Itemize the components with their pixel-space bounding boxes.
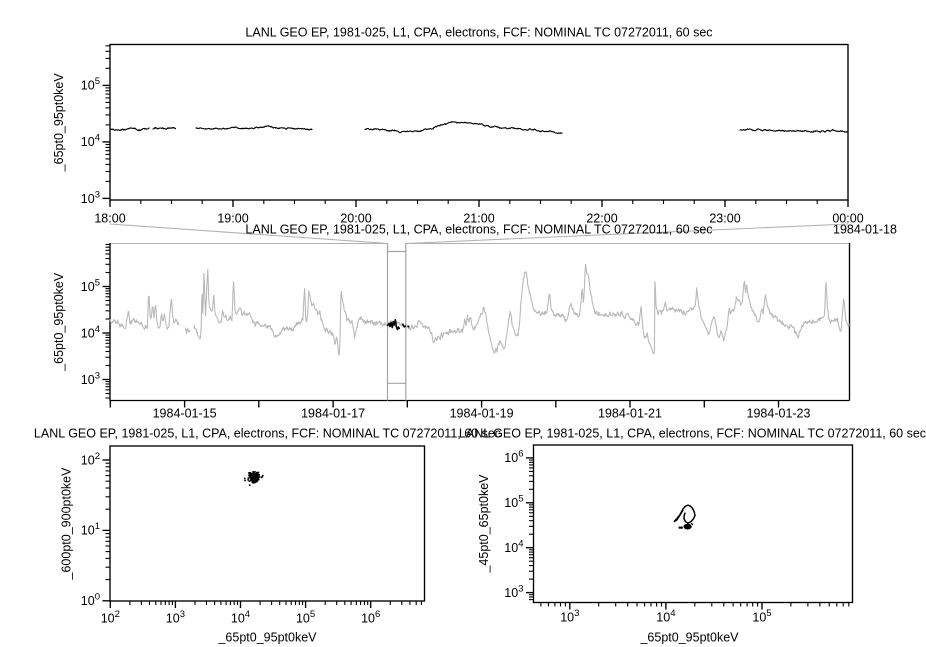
svg-text:LANL GEO EP, 1981-025, L1, CPA: LANL GEO EP, 1981-025, L1, CPA, electron…: [34, 426, 501, 440]
svg-text:1984-01-17: 1984-01-17: [301, 407, 365, 421]
svg-text:_65pt0_95pt0keV: _65pt0_95pt0keV: [52, 272, 66, 372]
svg-text:1984-01-15: 1984-01-15: [153, 407, 217, 421]
svg-text:1984-01-23: 1984-01-23: [747, 407, 811, 421]
svg-text:1984-01-19: 1984-01-19: [450, 407, 514, 421]
svg-text:21:00: 21:00: [463, 212, 494, 226]
svg-text:1984-01-18: 1984-01-18: [833, 223, 897, 237]
svg-text:_45pt0_65pt0keV: _45pt0_65pt0keV: [477, 474, 491, 574]
svg-text:18:00: 18:00: [94, 212, 125, 226]
svg-text:LANL GEO EP, 1981-025, L1, CPA: LANL GEO EP, 1981-025, L1, CPA, electron…: [245, 26, 712, 40]
svg-text:_600pt0_900pt0keV: _600pt0_900pt0keV: [60, 467, 74, 581]
svg-text:_65pt0_95pt0keV: _65pt0_95pt0keV: [52, 73, 66, 173]
svg-text:LANL GEO EP, 1981-025, L1, CPA: LANL GEO EP, 1981-025, L1, CPA, electron…: [245, 223, 712, 237]
svg-text:_65pt0_95pt0keV: _65pt0_95pt0keV: [639, 631, 739, 645]
svg-text:_65pt0_95pt0keV: _65pt0_95pt0keV: [217, 631, 317, 645]
svg-text:22:00: 22:00: [586, 212, 617, 226]
svg-text:LANL GEO EP, 1981-025, L1, CPA: LANL GEO EP, 1981-025, L1, CPA, electron…: [459, 426, 926, 440]
svg-text:1984-01-21: 1984-01-21: [598, 407, 662, 421]
svg-text:20:00: 20:00: [340, 212, 371, 226]
svg-text:23:00: 23:00: [709, 212, 740, 226]
svg-text:19:00: 19:00: [217, 212, 248, 226]
svg-text:00:00: 00:00: [832, 212, 863, 226]
